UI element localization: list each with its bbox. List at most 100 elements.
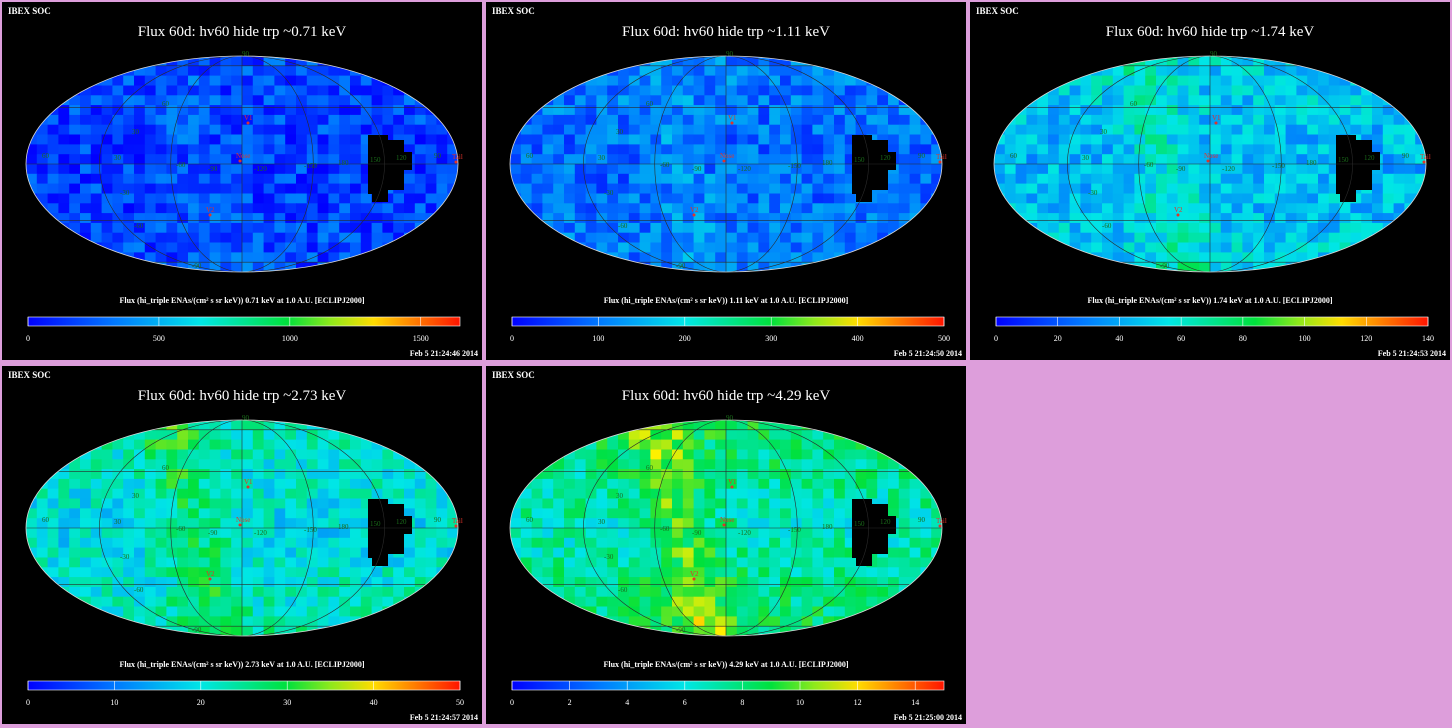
heatmap-cell <box>898 144 911 155</box>
heatmap-cell <box>209 56 221 67</box>
heatmap-cell <box>112 222 124 234</box>
heatmap-cell <box>1069 56 1081 67</box>
heatmap-cell <box>155 429 167 441</box>
heatmap-cell <box>231 596 243 608</box>
heatmap-cell <box>166 537 178 549</box>
heatmap-cell <box>112 203 124 214</box>
heatmap-cell <box>1177 222 1189 234</box>
heatmap-cell <box>812 498 824 509</box>
heatmap-cell <box>931 242 942 253</box>
heatmap-cell <box>58 164 70 175</box>
heatmap-cell <box>134 547 146 558</box>
heatmap-cell <box>596 449 608 460</box>
heatmap-cell <box>994 75 1006 86</box>
heatmap-cell <box>1145 95 1157 106</box>
heatmap-cell <box>339 134 351 145</box>
heatmap-cell <box>112 65 124 77</box>
heatmap-cell <box>177 488 189 500</box>
heatmap-cell <box>888 547 900 558</box>
heatmap-cell <box>650 577 662 588</box>
heatmap-cell <box>69 469 81 480</box>
heatmap-cell <box>188 577 200 588</box>
heatmap-cell <box>328 537 340 549</box>
heatmap-cell <box>574 557 587 568</box>
heatmap-cell <box>339 616 351 627</box>
heatmap-cell <box>177 105 189 116</box>
heatmap-cell <box>672 596 684 608</box>
heatmap-cell <box>1177 232 1189 244</box>
heatmap-cell <box>350 469 362 480</box>
heatmap-cell <box>834 616 846 627</box>
heatmap-cell <box>909 537 921 549</box>
heatmap-cell <box>155 252 167 263</box>
heatmap-cell <box>1318 95 1330 106</box>
heatmap-cell <box>1123 124 1135 136</box>
heatmap-cell <box>531 469 543 480</box>
heatmap-cell <box>252 478 265 490</box>
heatmap-cell <box>306 124 319 136</box>
heatmap-cell <box>166 586 178 598</box>
heatmap-cell <box>510 252 522 263</box>
heatmap-cell <box>112 528 124 539</box>
heatmap-cell <box>715 203 727 214</box>
lat-label: -90 <box>192 262 202 270</box>
heatmap-cell <box>1253 56 1265 67</box>
heatmap-cell <box>231 75 243 86</box>
heatmap-cell <box>855 105 867 116</box>
heatmap-cell <box>1145 232 1157 244</box>
heatmap-cell <box>360 439 373 450</box>
heatmap-cell <box>1350 203 1362 214</box>
lat-label: -90 <box>676 262 686 270</box>
heatmap-cell <box>596 537 608 549</box>
heatmap-cell <box>736 144 749 155</box>
heatmap-cell <box>780 518 792 529</box>
heatmap-cell <box>682 508 695 519</box>
heatmap-cell <box>736 222 749 234</box>
heatmap-cell <box>747 134 759 145</box>
heatmap-cell <box>1242 85 1254 96</box>
lon-label: 90 <box>1402 152 1410 160</box>
heatmap-cell <box>242 567 254 578</box>
heatmap-cell <box>134 242 146 253</box>
heatmap-cell <box>317 105 329 116</box>
heatmap-cell <box>531 56 543 67</box>
heatmap-cell <box>769 85 781 96</box>
heatmap-cell <box>198 449 211 460</box>
heatmap-cell <box>1069 193 1081 204</box>
heatmap-cell <box>47 105 59 116</box>
heatmap-cell <box>144 203 157 214</box>
heatmap-cell <box>1080 56 1092 67</box>
heatmap-cell <box>350 85 362 96</box>
heatmap-cell <box>328 65 340 77</box>
heatmap-cell <box>134 557 146 568</box>
heatmap-cell <box>166 65 178 77</box>
heatmap-cell <box>1123 95 1135 106</box>
heatmap-cell <box>510 154 522 165</box>
lon-label: -60 <box>1144 161 1154 169</box>
heatmap-cell <box>328 114 340 126</box>
heatmap-cell <box>1102 95 1114 106</box>
heatmap-cell <box>1264 105 1276 116</box>
heatmap-cell <box>198 105 211 116</box>
heatmap-cell <box>1296 114 1308 126</box>
heatmap-cell <box>306 75 319 86</box>
heatmap-cell <box>564 459 576 470</box>
heatmap-cell <box>166 439 178 450</box>
heatmap-cell <box>704 164 716 175</box>
heatmap-cell <box>436 459 448 470</box>
heatmap-cell <box>855 252 867 263</box>
heatmap-cell <box>596 508 608 519</box>
heatmap-cell <box>650 596 662 608</box>
heatmap-cell <box>425 537 437 549</box>
heatmap-cell <box>801 508 813 519</box>
heatmap-cell <box>274 626 286 636</box>
heatmap-cell <box>510 429 522 441</box>
heatmap-cell <box>47 222 59 234</box>
heatmap-cell <box>801 596 813 608</box>
heatmap-cell <box>520 144 533 155</box>
heatmap-cell <box>596 488 608 500</box>
heatmap-cell <box>736 85 749 96</box>
heatmap-cell <box>542 75 554 86</box>
heatmap-cell <box>693 616 705 627</box>
heatmap-cell <box>780 56 792 67</box>
